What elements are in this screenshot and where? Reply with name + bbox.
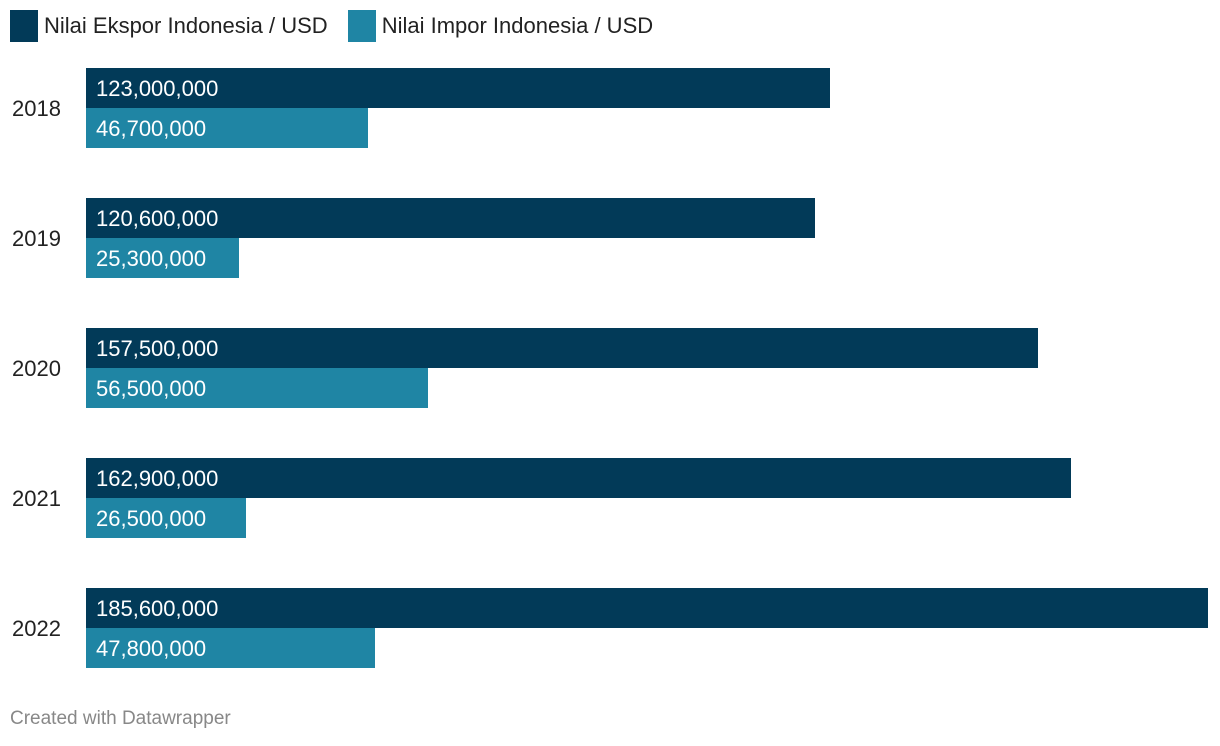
bar-ekspor-2022 — [86, 588, 1208, 628]
data-label-ekspor-2018: 123,000,000 — [96, 76, 218, 101]
data-label-ekspor-2020: 157,500,000 — [96, 336, 218, 361]
legend-item-ekspor: Nilai Ekspor Indonesia / USD — [10, 10, 328, 42]
bar-ekspor-2020 — [86, 328, 1038, 368]
data-label-ekspor-2022: 185,600,000 — [96, 596, 218, 621]
bar-impor-2018 — [86, 108, 368, 148]
data-label-impor-2020: 56,500,000 — [96, 376, 206, 401]
bar-impor-2021 — [86, 498, 246, 538]
legend-swatch-impor — [347, 10, 376, 42]
bar-ekspor-2019 — [86, 198, 815, 238]
data-label-impor-2021: 26,500,000 — [96, 506, 206, 531]
legend-item-impor: Nilai Impor Indonesia / USD — [347, 10, 654, 42]
bar-impor-2019 — [86, 238, 239, 278]
legend: Nilai Ekspor Indonesia / USD Nilai Impor… — [10, 10, 673, 42]
bar-ekspor-2018 — [86, 68, 830, 108]
credit-text: Created with Datawrapper — [10, 708, 231, 729]
data-label-impor-2019: 25,300,000 — [96, 246, 206, 271]
legend-swatch-ekspor — [10, 10, 38, 42]
category-label-2021: 2021 — [12, 486, 61, 511]
category-label-2019: 2019 — [12, 226, 61, 251]
bar-ekspor-2021 — [86, 458, 1071, 498]
category-label-2022: 2022 — [12, 616, 61, 641]
data-label-impor-2022: 47,800,000 — [96, 636, 206, 661]
data-label-impor-2018: 46,700,000 — [96, 116, 206, 141]
bar-chart: 2018 123,000,000 46,700,000 2019 120,600,000… — [12, 68, 1208, 668]
category-label-2020: 2020 — [12, 356, 61, 381]
bar-impor-2020 — [86, 368, 428, 408]
data-label-ekspor-2019: 120,600,000 — [96, 206, 218, 231]
category-label-2018: 2018 — [12, 96, 61, 121]
data-label-ekspor-2021: 162,900,000 — [96, 466, 218, 491]
bar-impor-2022 — [86, 628, 375, 668]
legend-label-ekspor: Nilai Ekspor Indonesia / USD — [44, 13, 328, 38]
legend-label-impor: Nilai Impor Indonesia / USD — [381, 13, 654, 38]
